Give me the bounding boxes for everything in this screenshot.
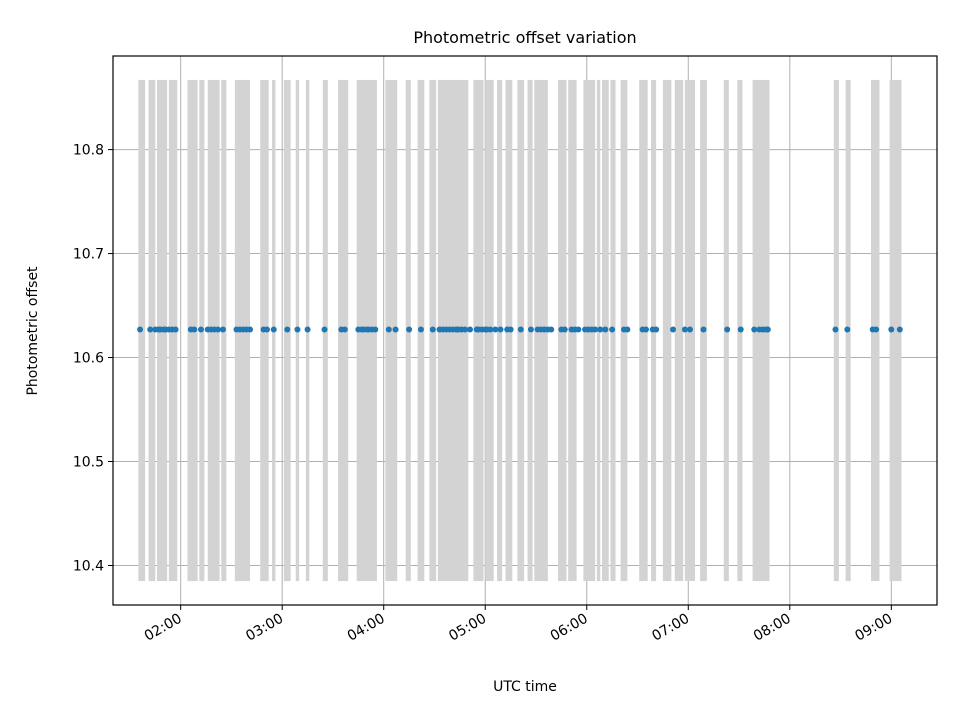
data-point	[137, 326, 144, 333]
data-point	[497, 326, 504, 333]
y-tick-label: 10.4	[73, 558, 104, 574]
data-point	[487, 326, 494, 333]
y-tick-label: 10.7	[73, 247, 104, 263]
data-point	[561, 326, 568, 333]
data-point	[670, 326, 677, 333]
data-point	[575, 326, 582, 333]
data-point	[294, 326, 301, 333]
data-point	[321, 326, 328, 333]
y-tick-label: 10.5	[73, 455, 104, 471]
data-point	[602, 326, 609, 333]
data-point	[341, 326, 348, 333]
data-point	[700, 326, 707, 333]
data-point	[263, 326, 270, 333]
data-point	[304, 326, 311, 333]
data-point	[844, 326, 851, 333]
data-point	[284, 326, 291, 333]
data-point	[247, 326, 254, 333]
data-point	[653, 326, 660, 333]
data-point	[197, 326, 204, 333]
data-point	[592, 326, 599, 333]
highlight-band	[674, 79, 684, 582]
data-point	[467, 326, 474, 333]
data-point	[737, 326, 744, 333]
data-point	[372, 326, 379, 333]
data-point	[548, 326, 555, 333]
data-points	[137, 326, 903, 333]
data-point	[724, 326, 731, 333]
data-point	[609, 326, 616, 333]
data-point	[392, 326, 399, 333]
data-point	[429, 326, 436, 333]
data-point	[597, 326, 604, 333]
data-point	[219, 326, 226, 333]
data-point	[406, 326, 413, 333]
data-point	[896, 326, 903, 333]
highlight-band	[662, 79, 672, 582]
chart-title: Photometric offset variation	[413, 28, 636, 47]
data-point	[461, 326, 468, 333]
data-point	[517, 326, 524, 333]
data-point	[642, 326, 649, 333]
data-point	[172, 326, 179, 333]
data-point	[385, 326, 392, 333]
data-point	[873, 326, 880, 333]
data-point	[147, 326, 154, 333]
data-point	[686, 326, 693, 333]
data-point	[764, 326, 771, 333]
data-point	[492, 326, 499, 333]
y-tick-label: 10.8	[73, 143, 104, 159]
data-point	[751, 326, 758, 333]
data-point	[888, 326, 895, 333]
highlight-band	[889, 79, 902, 582]
data-point	[214, 326, 221, 333]
data-point	[527, 326, 534, 333]
plot-frame	[112, 55, 938, 606]
data-point	[681, 326, 688, 333]
data-point	[270, 326, 277, 333]
data-point	[624, 326, 631, 333]
data-point	[832, 326, 839, 333]
y-axis-label: Photometric offset	[25, 266, 41, 396]
data-point	[191, 326, 198, 333]
data-point	[507, 326, 514, 333]
data-point	[417, 326, 424, 333]
y-tick-label: 10.6	[73, 351, 104, 367]
x-axis-label: UTC time	[493, 679, 557, 695]
y-axis-ticks: 10.4 10.5 10.6 10.7 10.8	[73, 143, 113, 574]
